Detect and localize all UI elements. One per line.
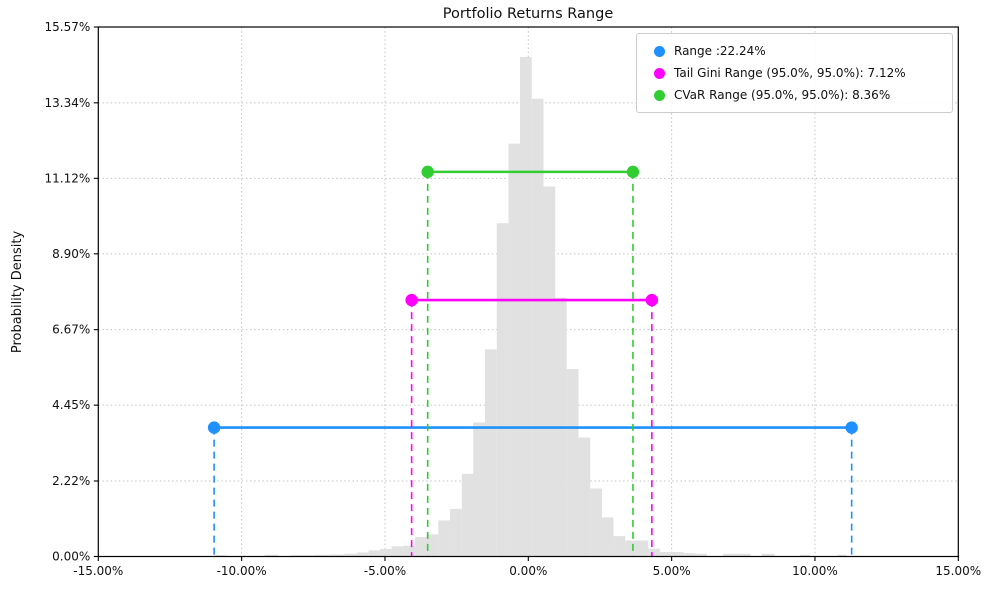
chart-title: Portfolio Returns Range xyxy=(443,6,614,22)
x-tick-label: 15.00% xyxy=(935,564,981,578)
histogram-bar xyxy=(613,536,626,557)
histogram-bar xyxy=(636,540,649,557)
y-tick-label: 8.90% xyxy=(52,247,90,261)
histogram-bar xyxy=(403,545,416,557)
range-endpoint-marker xyxy=(421,165,434,179)
histogram-bar xyxy=(264,554,279,557)
y-tick-label: 11.12% xyxy=(45,171,91,185)
legend-item: CVaR Range (95.0%, 95.0%): 8.36% xyxy=(646,84,942,106)
histogram-bar xyxy=(485,349,497,557)
histogram-bar xyxy=(357,552,369,557)
histogram-bar xyxy=(660,552,672,557)
legend-item-label: Tail Gini Range (95.0%, 95.0%): 7.12% xyxy=(674,66,906,80)
histogram-bar xyxy=(837,554,847,557)
histogram-bar xyxy=(671,552,684,557)
histogram-bar xyxy=(578,437,591,557)
legend-marker-icon xyxy=(654,89,665,101)
histogram-bar xyxy=(438,520,451,557)
histogram-bar xyxy=(415,537,427,557)
legend-item: Range :22.24% xyxy=(646,40,942,62)
legend-marker-icon xyxy=(654,45,665,57)
legend-marker-icon xyxy=(654,67,665,79)
histogram-bar xyxy=(473,422,486,557)
histogram-bar xyxy=(508,143,521,557)
histogram-bar xyxy=(723,553,751,557)
histogram-bar xyxy=(590,488,602,557)
axis-layer: -15.00% -10.00% -5.00% 0.00% 5.00% 10.00% 15.0… xyxy=(45,20,982,578)
histogram-bar xyxy=(426,534,439,557)
histogram-bar xyxy=(625,540,637,557)
y-axis-label: Probability Density xyxy=(10,231,25,354)
y-tick-label: 2.22% xyxy=(52,474,90,488)
x-tick-label: -10.00% xyxy=(217,564,267,578)
legend-item-label: Range :22.24% xyxy=(674,44,766,58)
x-tick-label: -5.00% xyxy=(364,564,406,578)
histogram-layer xyxy=(214,56,847,557)
range-endpoint-marker xyxy=(405,293,418,307)
y-tick-label: 0.00% xyxy=(52,550,90,564)
histogram-bar xyxy=(214,555,227,557)
histogram-bar xyxy=(566,369,579,557)
x-tick-label: -15.00% xyxy=(73,564,123,578)
legend-item-label: CVaR Range (95.0%, 95.0%): 8.36% xyxy=(674,88,891,102)
histogram-bar xyxy=(450,508,462,557)
histogram-bar xyxy=(368,550,381,557)
x-tick-label: 0.00% xyxy=(509,564,547,578)
y-tick-label: 4.45% xyxy=(52,398,90,412)
histogram-bar xyxy=(314,554,330,557)
x-tick-label: 10.00% xyxy=(792,564,838,578)
y-tick-label: 13.34% xyxy=(45,96,91,110)
histogram-bar xyxy=(329,554,345,557)
range-endpoint-marker xyxy=(845,421,858,434)
legend: Range :22.24% Tail Gini Range (95.0%, 95.… xyxy=(636,33,953,113)
histogram-bar xyxy=(531,98,544,557)
legend-item: Tail Gini Range (95.0%, 95.0%): 7.12% xyxy=(646,62,942,84)
histogram-bar xyxy=(761,553,775,557)
histogram-bar xyxy=(519,56,532,557)
histogram-bar xyxy=(683,553,696,557)
range-endpoint-marker xyxy=(645,293,659,307)
histogram-bar xyxy=(496,223,509,557)
x-tick-label: 5.00% xyxy=(653,564,691,578)
histogram-bar xyxy=(800,554,811,557)
y-tick-label: 15.57% xyxy=(45,20,91,34)
range-lines-layer xyxy=(207,165,858,557)
histogram-bar xyxy=(391,546,404,557)
y-tick-label: 6.67% xyxy=(52,323,90,337)
histogram-bar xyxy=(380,549,392,557)
histogram-bar xyxy=(601,517,614,557)
histogram-bar xyxy=(695,553,707,557)
histogram-bar xyxy=(648,548,661,557)
histogram-bar xyxy=(344,553,358,557)
histogram-bar xyxy=(461,473,474,557)
range-endpoint-marker xyxy=(626,165,640,179)
histogram-bar xyxy=(290,555,314,557)
range-endpoint-marker xyxy=(207,421,221,434)
histogram-bar xyxy=(543,186,556,557)
